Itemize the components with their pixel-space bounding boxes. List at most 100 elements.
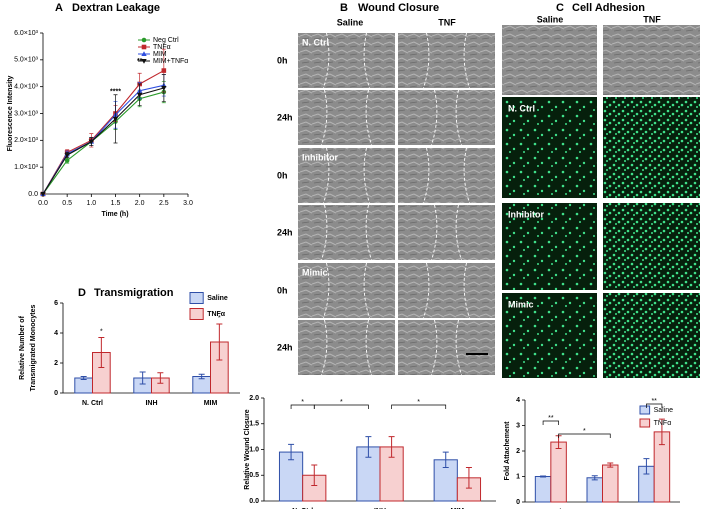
y-tick-label: 4.0×10³ bbox=[14, 84, 39, 91]
legend-label: TNFα bbox=[207, 311, 226, 318]
wound-edge bbox=[431, 89, 462, 146]
x-tick-label: 1.5 bbox=[111, 200, 121, 207]
micrograph bbox=[502, 25, 597, 95]
error-bar bbox=[465, 467, 472, 489]
x-tick-label: 3.0 bbox=[183, 200, 193, 207]
error-bar bbox=[311, 464, 318, 487]
chart-title: Transmigration bbox=[94, 287, 174, 299]
wound-edge bbox=[321, 89, 372, 146]
micrograph bbox=[398, 320, 495, 375]
y-axis-label: Fold Attachement bbox=[504, 421, 511, 481]
wound-images: B Wound Closure Saline TNF 0h 24h N. Ctrl 0… bbox=[277, 2, 495, 376]
legend-label: TNFα bbox=[654, 420, 672, 427]
y-tick-label: 2.0×10³ bbox=[14, 137, 39, 144]
x-tick-label: N. Ctrl bbox=[292, 508, 313, 509]
legend-marker bbox=[141, 51, 147, 56]
series-line bbox=[42, 84, 164, 195]
micrograph bbox=[502, 293, 597, 378]
marker bbox=[136, 92, 143, 98]
micrograph bbox=[398, 205, 495, 260]
legend-swatch bbox=[189, 308, 204, 320]
micrograph bbox=[298, 320, 395, 375]
y-tick-label: 4 bbox=[516, 397, 520, 404]
x-tick-label: 1.0 bbox=[86, 200, 96, 207]
bar bbox=[586, 477, 603, 503]
wound-edge bbox=[423, 262, 470, 319]
micrograph bbox=[298, 148, 395, 203]
series-line bbox=[42, 87, 164, 195]
micrograph bbox=[398, 33, 495, 88]
chart: Relative Wound Closure 0.0 0.5 1.0 1.5 2.0 N. … bbox=[244, 395, 496, 509]
x-tick-label: MIM bbox=[451, 508, 465, 509]
wound-edge bbox=[423, 32, 470, 89]
wound-edge bbox=[431, 204, 462, 261]
y-axis-label: Fluorescence Intensity bbox=[7, 75, 14, 151]
micrograph bbox=[603, 25, 700, 95]
panel-title: Wound Closure bbox=[358, 2, 439, 14]
legend-swatch bbox=[639, 405, 651, 415]
wound-edge bbox=[321, 319, 372, 376]
significance: * bbox=[417, 399, 420, 406]
series-line bbox=[42, 91, 164, 195]
y-axis-label: Relative Number of bbox=[19, 315, 26, 379]
x-tick-label: INH bbox=[145, 400, 157, 407]
y-tick-label: 6 bbox=[54, 300, 58, 307]
y-tick-label: 6.0×10³ bbox=[14, 30, 39, 37]
column-label: TNF bbox=[438, 17, 456, 27]
error-bar bbox=[157, 372, 164, 384]
significance: * bbox=[301, 399, 304, 406]
time-label: 0h bbox=[277, 170, 288, 180]
y-tick-label: 0.0 bbox=[249, 498, 259, 505]
legend-swatch bbox=[639, 418, 651, 428]
x-tick-label: N. Ctrl bbox=[82, 400, 103, 407]
column-label: TNF bbox=[643, 14, 661, 24]
significance: ** bbox=[651, 398, 657, 405]
error-bar bbox=[540, 475, 547, 478]
significance: ** bbox=[137, 58, 143, 65]
micrograph bbox=[398, 148, 495, 203]
time-label: 24h bbox=[277, 112, 293, 122]
chart: A Dextran Leakage Fluorescence Intensity 0.… bbox=[7, 2, 193, 218]
micrograph bbox=[502, 203, 597, 290]
micrograph bbox=[298, 90, 395, 145]
wound-edge bbox=[321, 204, 372, 261]
group-label: Inhibitor bbox=[302, 152, 338, 162]
error-bar bbox=[80, 376, 87, 380]
column-label: Saline bbox=[537, 14, 564, 24]
error-bar bbox=[643, 458, 650, 475]
significance-bracket bbox=[391, 404, 447, 409]
group-label: Inhibitor bbox=[508, 209, 544, 219]
group-label: N. Ctrl bbox=[302, 37, 329, 47]
significance: ** bbox=[548, 415, 554, 422]
column-label: Saline bbox=[337, 17, 364, 27]
x-tick-label: 2.5 bbox=[159, 200, 169, 207]
significance: * bbox=[583, 428, 586, 435]
significance: **** bbox=[110, 88, 121, 95]
legend-label: Saline bbox=[207, 295, 228, 302]
bar bbox=[534, 476, 552, 503]
bar bbox=[550, 441, 567, 503]
y-tick-label: 3.0×10³ bbox=[14, 110, 39, 117]
group-label: Mimic bbox=[302, 267, 328, 277]
marker bbox=[112, 116, 119, 122]
micrograph bbox=[603, 97, 700, 198]
chart: Fold Attachement01234N. CtrlINHMIMSaline… bbox=[504, 397, 680, 509]
micrograph bbox=[502, 97, 597, 198]
group-label: Mimic bbox=[508, 299, 534, 309]
bar bbox=[74, 377, 94, 394]
wound-edge bbox=[431, 319, 462, 376]
legend-label: MIM+TNFα bbox=[153, 58, 188, 65]
error-bar bbox=[365, 436, 372, 458]
time-label: 24h bbox=[277, 342, 293, 352]
x-tick-label: 0.0 bbox=[38, 200, 48, 207]
micrograph bbox=[298, 205, 395, 260]
error-bar bbox=[288, 443, 295, 461]
marker bbox=[64, 158, 70, 163]
y-axis-label: Relative Wound Closure bbox=[244, 409, 251, 489]
significance: * bbox=[100, 328, 103, 335]
time-label: 0h bbox=[277, 55, 288, 65]
error-bar bbox=[388, 436, 395, 458]
series-line bbox=[42, 70, 165, 195]
y-tick-label: 1.5 bbox=[249, 421, 259, 428]
